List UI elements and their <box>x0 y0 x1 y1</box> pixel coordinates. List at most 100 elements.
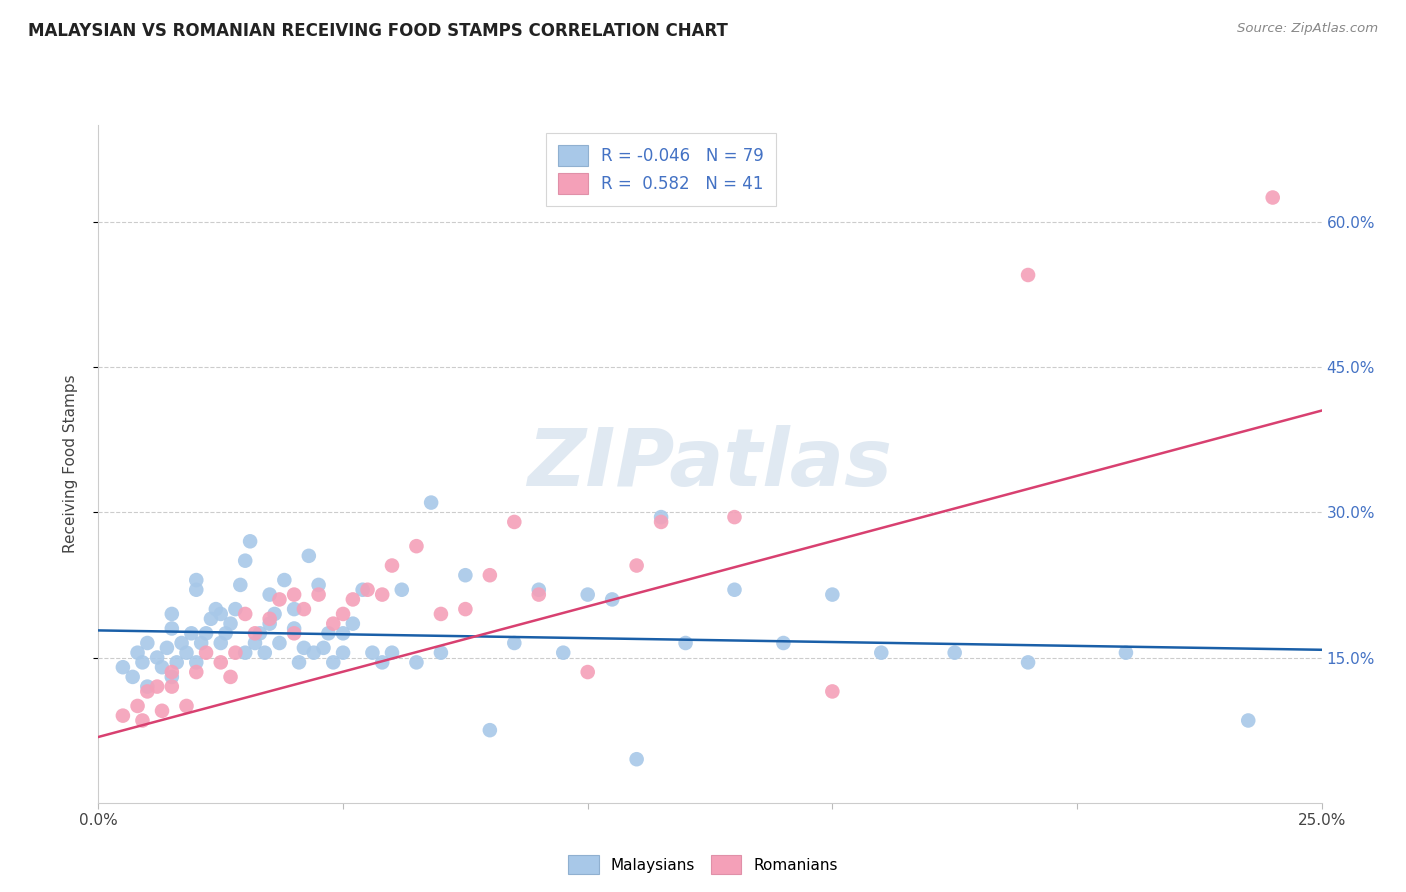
Point <box>209 656 232 670</box>
Point <box>675 636 697 650</box>
Point <box>263 607 285 621</box>
Point <box>190 636 212 650</box>
Point <box>420 495 443 509</box>
Point <box>283 622 305 636</box>
Point <box>430 607 453 621</box>
Point <box>160 665 183 679</box>
Point <box>821 588 844 602</box>
Point <box>503 636 526 650</box>
Point <box>302 646 325 660</box>
Point <box>160 607 183 621</box>
Point <box>723 510 745 524</box>
Point <box>943 646 966 660</box>
Point <box>870 646 893 660</box>
Point <box>342 592 364 607</box>
Point <box>150 704 173 718</box>
Point <box>332 646 354 660</box>
Point <box>166 656 188 670</box>
Point <box>233 554 256 568</box>
Point <box>209 636 232 650</box>
Point <box>650 515 672 529</box>
Point <box>259 612 281 626</box>
Point <box>371 656 394 670</box>
Point <box>371 588 394 602</box>
Point <box>553 646 575 660</box>
Point <box>283 588 305 602</box>
Point <box>1115 646 1137 660</box>
Point <box>127 646 149 660</box>
Legend: Malaysians, Romanians: Malaysians, Romanians <box>562 849 844 880</box>
Point <box>454 568 477 582</box>
Point <box>200 612 222 626</box>
Point <box>269 636 291 650</box>
Point <box>176 646 198 660</box>
Point <box>156 640 179 655</box>
Point <box>576 588 599 602</box>
Point <box>176 698 198 713</box>
Point <box>527 582 550 597</box>
Point <box>259 588 281 602</box>
Point <box>160 670 183 684</box>
Point <box>361 646 384 660</box>
Point <box>229 578 252 592</box>
Point <box>136 636 159 650</box>
Point <box>308 578 330 592</box>
Point <box>195 626 218 640</box>
Point <box>1017 656 1039 670</box>
Point <box>127 698 149 713</box>
Point <box>318 626 340 640</box>
Point <box>209 607 232 621</box>
Text: Source: ZipAtlas.com: Source: ZipAtlas.com <box>1237 22 1378 36</box>
Point <box>478 723 501 738</box>
Point <box>150 660 173 674</box>
Point <box>224 602 246 616</box>
Point <box>243 626 266 640</box>
Point <box>381 558 404 573</box>
Text: ZIPatlas: ZIPatlas <box>527 425 893 503</box>
Point <box>259 616 281 631</box>
Point <box>186 656 208 670</box>
Point <box>308 588 330 602</box>
Point <box>136 684 159 698</box>
Point <box>1237 714 1260 728</box>
Point <box>600 592 623 607</box>
Text: MALAYSIAN VS ROMANIAN RECEIVING FOOD STAMPS CORRELATION CHART: MALAYSIAN VS ROMANIAN RECEIVING FOOD STA… <box>28 22 728 40</box>
Point <box>342 616 364 631</box>
Point <box>269 592 291 607</box>
Point <box>430 646 453 660</box>
Point <box>503 515 526 529</box>
Point <box>527 588 550 602</box>
Point <box>288 656 311 670</box>
Point <box>1261 190 1284 204</box>
Point <box>283 626 305 640</box>
Point <box>219 670 242 684</box>
Point <box>772 636 794 650</box>
Point <box>195 646 218 660</box>
Point <box>121 670 143 684</box>
Point <box>136 680 159 694</box>
Legend: R = -0.046   N = 79, R =  0.582   N = 41: R = -0.046 N = 79, R = 0.582 N = 41 <box>547 133 776 206</box>
Point <box>186 573 208 587</box>
Point <box>576 665 599 679</box>
Point <box>160 680 183 694</box>
Point <box>273 573 295 587</box>
Point <box>391 582 413 597</box>
Y-axis label: Receiving Food Stamps: Receiving Food Stamps <box>63 375 77 553</box>
Point <box>233 607 256 621</box>
Point <box>312 640 335 655</box>
Point <box>283 602 305 616</box>
Point <box>111 660 134 674</box>
Point <box>233 646 256 660</box>
Point <box>821 684 844 698</box>
Point <box>322 656 344 670</box>
Point <box>332 607 354 621</box>
Point <box>214 626 236 640</box>
Point <box>249 626 271 640</box>
Point <box>111 708 134 723</box>
Point <box>352 582 374 597</box>
Point <box>626 558 648 573</box>
Point <box>332 626 354 640</box>
Point <box>243 636 266 650</box>
Point <box>186 665 208 679</box>
Point <box>186 582 208 597</box>
